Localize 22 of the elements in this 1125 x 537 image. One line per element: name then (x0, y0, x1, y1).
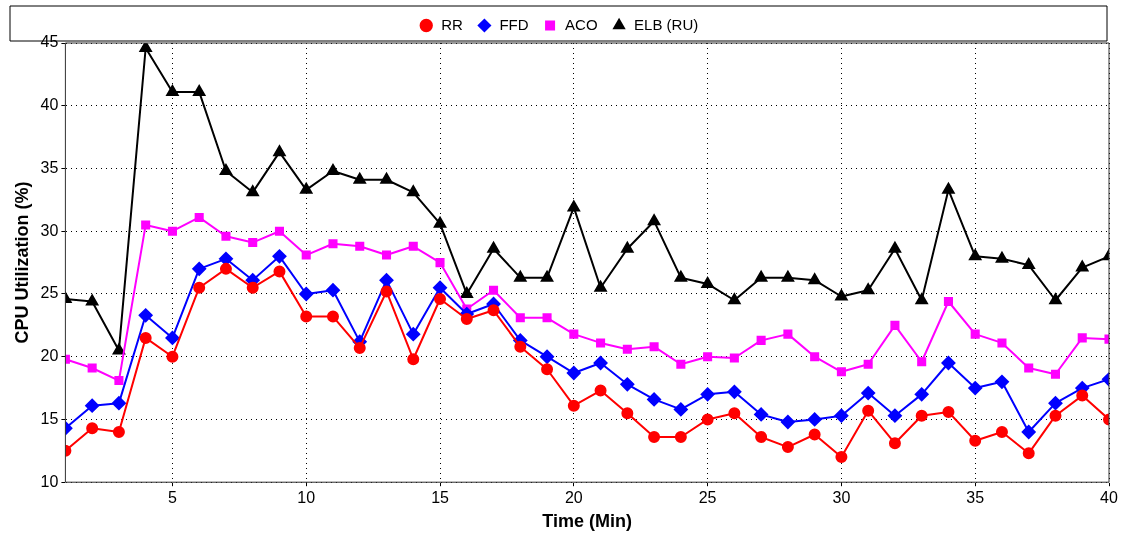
y-tick-label: 45 (40, 33, 59, 51)
x-tick-label: 35 (966, 489, 985, 507)
legend-label: ELB (RU) (634, 15, 699, 33)
y-tick-label: 40 (40, 96, 59, 114)
x-tick-label: 20 (564, 489, 583, 507)
x-tick-label: 30 (832, 489, 851, 507)
x-tick-label: 25 (698, 489, 717, 507)
y-tick-label: 15 (40, 409, 59, 427)
x-tick-label: 15 (431, 489, 450, 507)
x-tick-label: 10 (297, 489, 316, 507)
y-tick-label: 35 (40, 158, 59, 176)
y-tick-label: 30 (40, 221, 59, 239)
x-axis-title: Time (Min) (542, 511, 633, 532)
y-axis-title: CPU Utilization (%) (11, 181, 32, 344)
legend-label: ACO (565, 15, 598, 33)
y-tick-label: 25 (40, 284, 59, 302)
y-tick-label: 20 (40, 347, 59, 365)
x-tick-label: 40 (1100, 489, 1118, 507)
legend-label: RR (441, 15, 464, 33)
x-tick-label: 5 (167, 489, 177, 507)
legend-label: FFD (499, 15, 529, 33)
y-tick-label: 10 (40, 472, 59, 490)
